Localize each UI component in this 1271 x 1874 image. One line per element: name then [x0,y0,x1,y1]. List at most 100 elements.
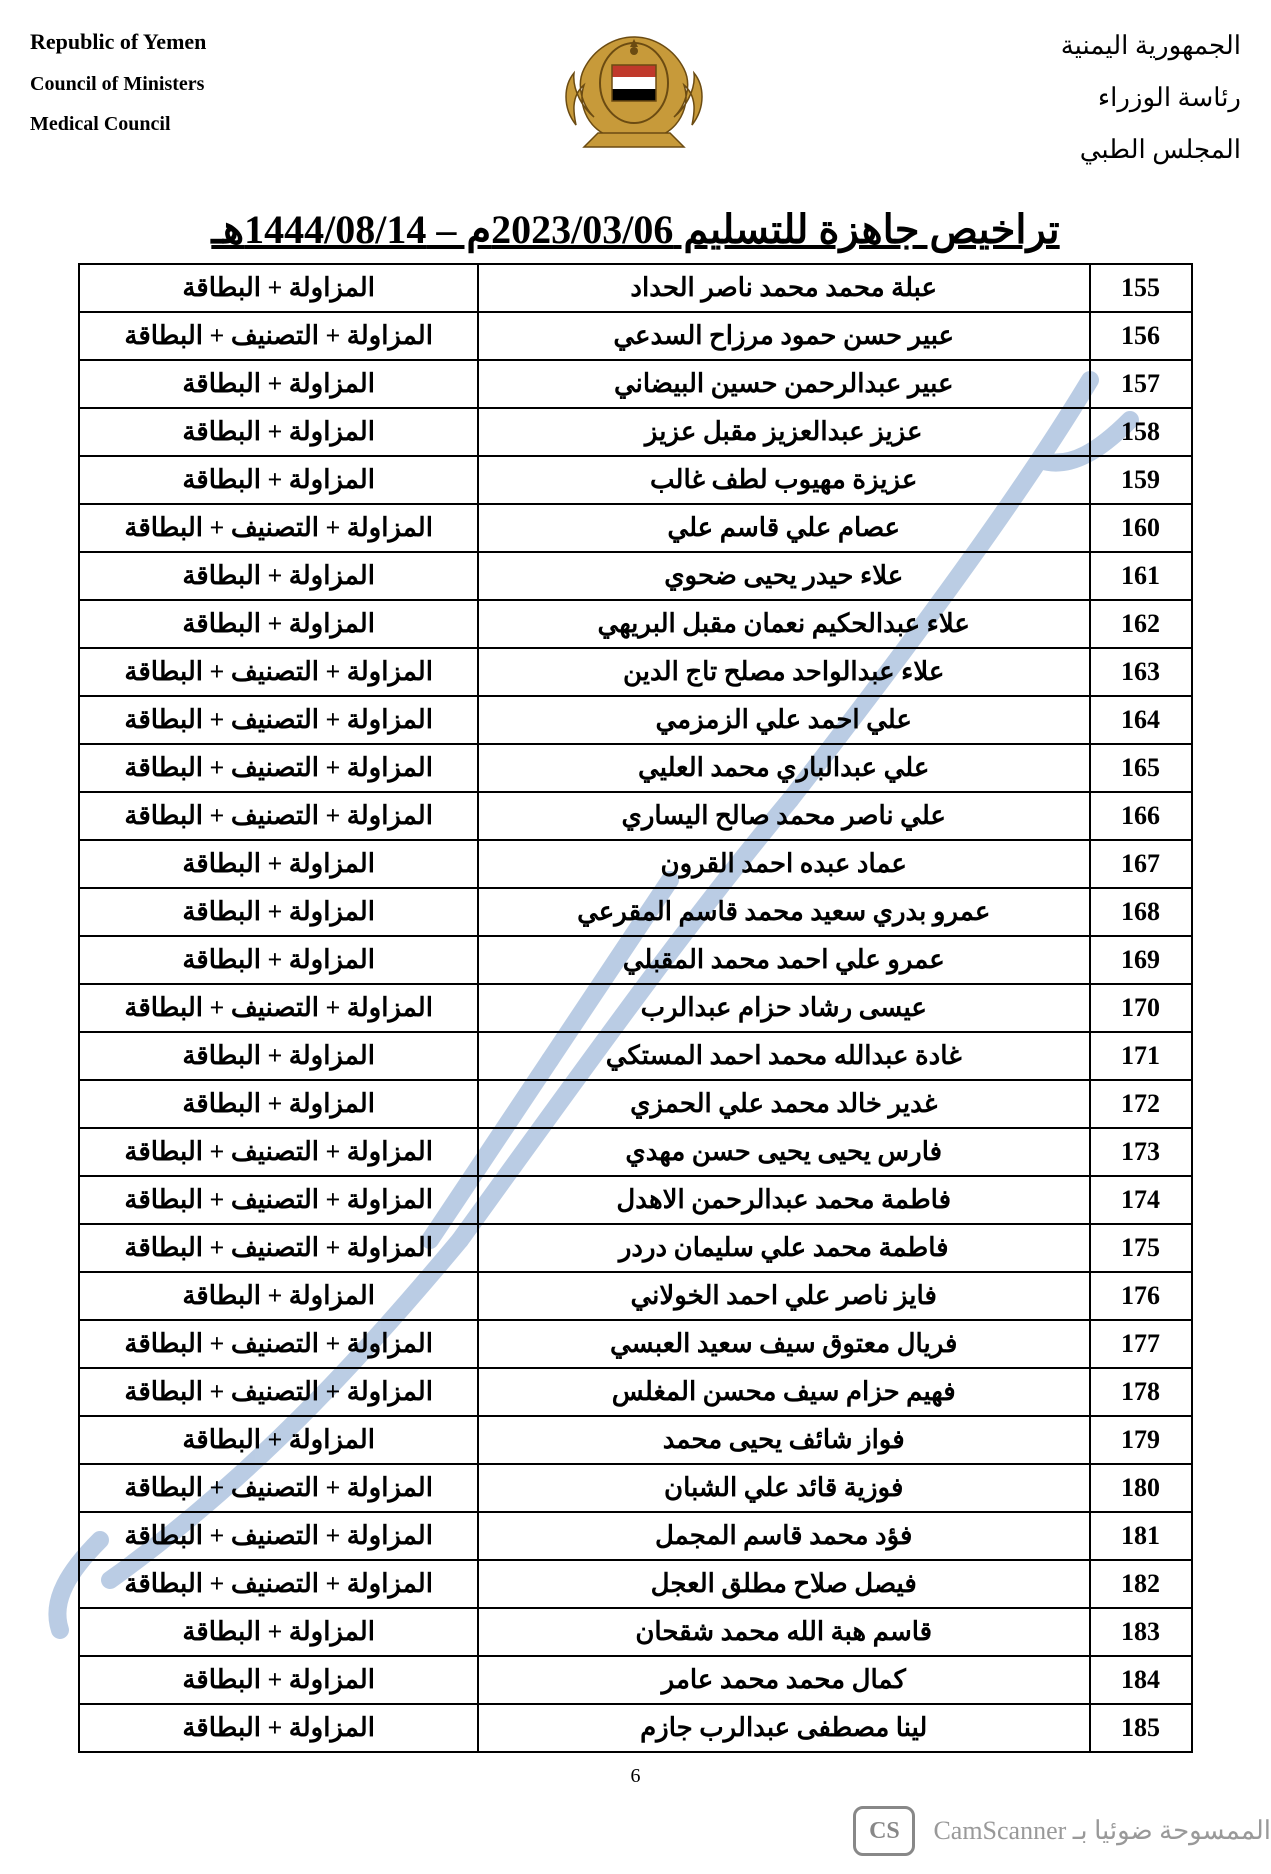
row-name: عمرو علي احمد محمد المقبلي [478,936,1090,984]
table-row: 163علاء عبدالواحد مصلح تاج الدينالمزاولة… [79,648,1191,696]
row-docs: المزاولة + البطاقة [79,552,477,600]
row-docs: المزاولة + البطاقة [79,360,477,408]
row-number: 174 [1090,1176,1192,1224]
document-page: Republic of Yemen Council of Ministers M… [0,0,1271,1874]
row-name: عصام علي قاسم علي [478,504,1090,552]
footer-text: الممسوحة ضوئيا بـ CamScanner [933,1816,1271,1846]
row-number: 166 [1090,792,1192,840]
licenses-table: 155عبلة محمد محمد ناصر الحدادالمزاولة + … [78,263,1192,1753]
row-name: علاء عبدالحكيم نعمان مقبل البريهي [478,600,1090,648]
row-name: فوزية قائد علي الشبان [478,1464,1090,1512]
table-row: 169عمرو علي احمد محمد المقبليالمزاولة + … [79,936,1191,984]
row-docs: المزاولة + التصنيف + البطاقة [79,792,477,840]
row-number: 177 [1090,1320,1192,1368]
row-name: فواز شائف يحيى محمد [478,1416,1090,1464]
table-row: 176فايز ناصر علي احمد الخولانيالمزاولة +… [79,1272,1191,1320]
row-name: غدير خالد محمد علي الحمزي [478,1080,1090,1128]
row-name: عزيزة مهيوب لطف غالب [478,456,1090,504]
row-number: 164 [1090,696,1192,744]
header-right-line1: الجمهورية اليمنية [1061,20,1241,72]
row-docs: المزاولة + التصنيف + البطاقة [79,1128,477,1176]
row-number: 176 [1090,1272,1192,1320]
row-docs: المزاولة + التصنيف + البطاقة [79,1224,477,1272]
row-name: كمال محمد محمد عامر [478,1656,1090,1704]
camscanner-badge-icon: CS [853,1806,915,1856]
row-docs: المزاولة + التصنيف + البطاقة [79,504,477,552]
header-right-line2: رئاسة الوزراء [1061,72,1241,124]
row-number: 173 [1090,1128,1192,1176]
row-docs: المزاولة + البطاقة [79,888,477,936]
row-number: 168 [1090,888,1192,936]
table-row: 174فاطمة محمد عبدالرحمن الاهدلالمزاولة +… [79,1176,1191,1224]
yemen-emblem-icon [524,20,744,160]
row-docs: المزاولة + البطاقة [79,1656,477,1704]
row-docs: المزاولة + البطاقة [79,1032,477,1080]
scanner-footer: الممسوحة ضوئيا بـ CamScanner CS [0,1806,1271,1856]
row-number: 157 [1090,360,1192,408]
page-number: 6 [30,1765,1241,1788]
table-row: 173فارس يحيى يحيى حسن مهديالمزاولة + الت… [79,1128,1191,1176]
row-number: 175 [1090,1224,1192,1272]
row-name: غادة عبدالله محمد احمد المستكي [478,1032,1090,1080]
table-row: 165علي عبدالباري محمد العلييالمزاولة + ا… [79,744,1191,792]
row-name: عبير عبدالرحمن حسين البيضاني [478,360,1090,408]
row-docs: المزاولة + البطاقة [79,840,477,888]
row-number: 181 [1090,1512,1192,1560]
row-name: فاطمة محمد عبدالرحمن الاهدل [478,1176,1090,1224]
row-name: عبلة محمد محمد ناصر الحداد [478,264,1090,312]
row-number: 159 [1090,456,1192,504]
table-row: 162علاء عبدالحكيم نعمان مقبل البريهيالمز… [79,600,1191,648]
row-name: علي ناصر محمد صالح اليساري [478,792,1090,840]
row-docs: المزاولة + البطاقة [79,936,477,984]
row-name: علاء عبدالواحد مصلح تاج الدين [478,648,1090,696]
row-name: لينا مصطفى عبدالرب جازم [478,1704,1090,1752]
row-docs: المزاولة + التصنيف + البطاقة [79,1176,477,1224]
row-number: 180 [1090,1464,1192,1512]
table-row: 161علاء حيدر يحيى ضحويالمزاولة + البطاقة [79,552,1191,600]
row-name: عيسى رشاد حزام عبدالرب [478,984,1090,1032]
row-name: عزيز عبدالعزيز مقبل عزيز [478,408,1090,456]
row-number: 183 [1090,1608,1192,1656]
row-name: فايز ناصر علي احمد الخولاني [478,1272,1090,1320]
row-docs: المزاولة + التصنيف + البطاقة [79,1512,477,1560]
row-docs: المزاولة + البطاقة [79,1608,477,1656]
row-name: علاء حيدر يحيى ضحوي [478,552,1090,600]
row-name: علي احمد علي الزمزمي [478,696,1090,744]
row-number: 182 [1090,1560,1192,1608]
table-row: 178فهيم حزام سيف محسن المغلسالمزاولة + ا… [79,1368,1191,1416]
table-row: 184كمال محمد محمد عامرالمزاولة + البطاقة [79,1656,1191,1704]
row-docs: المزاولة + التصنيف + البطاقة [79,648,477,696]
table-row: 167عماد عبده احمد القرونالمزاولة + البطا… [79,840,1191,888]
row-number: 160 [1090,504,1192,552]
row-docs: المزاولة + التصنيف + البطاقة [79,744,477,792]
table-row: 180فوزية قائد علي الشبانالمزاولة + التصن… [79,1464,1191,1512]
row-name: عبير حسن حمود مرزاح السدعي [478,312,1090,360]
table-row: 171غادة عبدالله محمد احمد المستكيالمزاول… [79,1032,1191,1080]
row-name: فهيم حزام سيف محسن المغلس [478,1368,1090,1416]
table-row: 181فؤد محمد قاسم المجملالمزاولة + التصني… [79,1512,1191,1560]
row-docs: المزاولة + البطاقة [79,456,477,504]
table-row: 175فاطمة محمد علي سليمان دردرالمزاولة + … [79,1224,1191,1272]
header-right-line3: المجلس الطبي [1061,124,1241,176]
row-docs: المزاولة + التصنيف + البطاقة [79,1368,477,1416]
row-docs: المزاولة + البطاقة [79,1272,477,1320]
table-row: 182فيصل صلاح مطلق العجلالمزاولة + التصني… [79,1560,1191,1608]
table-row: 155عبلة محمد محمد ناصر الحدادالمزاولة + … [79,264,1191,312]
row-number: 165 [1090,744,1192,792]
row-name: فارس يحيى يحيى حسن مهدي [478,1128,1090,1176]
row-number: 170 [1090,984,1192,1032]
table-row: 179فواز شائف يحيى محمدالمزاولة + البطاقة [79,1416,1191,1464]
header-left-block: Republic of Yemen Council of Ministers M… [30,20,206,144]
row-number: 184 [1090,1656,1192,1704]
table-row: 185لينا مصطفى عبدالرب جازمالمزاولة + الب… [79,1704,1191,1752]
table-row: 166علي ناصر محمد صالح اليساريالمزاولة + … [79,792,1191,840]
document-header: Republic of Yemen Council of Ministers M… [30,20,1241,176]
table-row: 172غدير خالد محمد علي الحمزيالمزاولة + ا… [79,1080,1191,1128]
row-docs: المزاولة + البطاقة [79,264,477,312]
row-docs: المزاولة + البطاقة [79,1416,477,1464]
row-docs: المزاولة + التصنيف + البطاقة [79,1560,477,1608]
row-number: 167 [1090,840,1192,888]
row-docs: المزاولة + التصنيف + البطاقة [79,1464,477,1512]
table-row: 156عبير حسن حمود مرزاح السدعيالمزاولة + … [79,312,1191,360]
table-row: 157عبير عبدالرحمن حسين البيضانيالمزاولة … [79,360,1191,408]
